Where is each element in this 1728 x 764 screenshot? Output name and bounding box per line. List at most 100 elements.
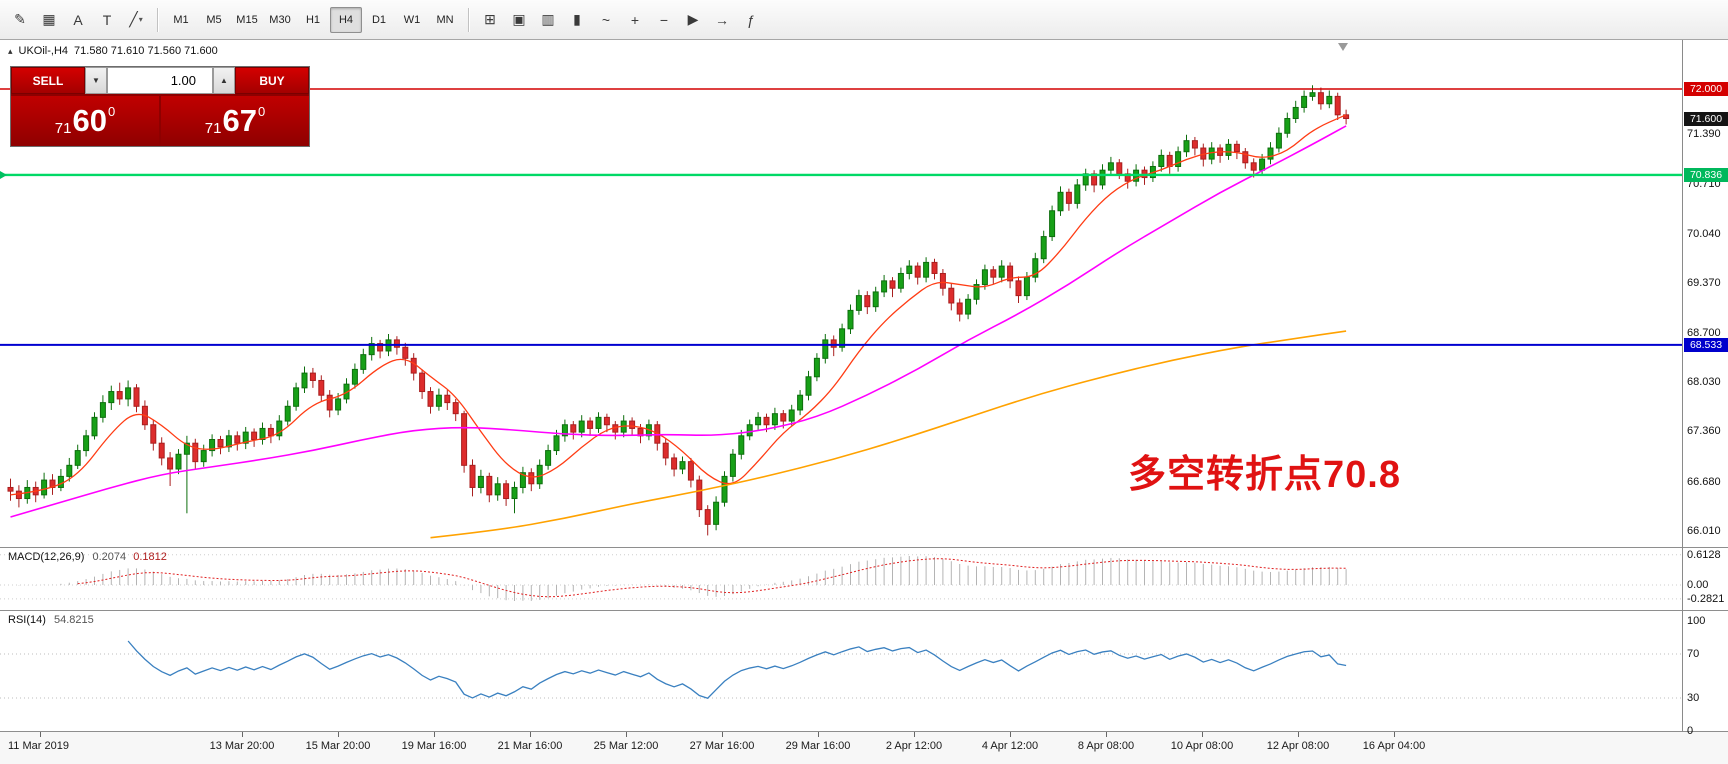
dropdown-caret-icon: ▾ xyxy=(138,15,143,24)
quote-collapse-icon[interactable]: ▴ xyxy=(8,45,13,56)
chart-quote-values: 71.580 71.610 71.560 71.600 xyxy=(74,45,218,57)
time-axis-label: 15 Mar 20:00 xyxy=(305,740,371,752)
drawing-tools-group: ✎ ▦ A T ╱ ▾ xyxy=(6,6,150,34)
timeframe-button-H4[interactable]: H4 xyxy=(330,6,362,33)
auto-scroll-button[interactable]: ▶ xyxy=(679,6,707,34)
macd-label: MACD(12,26,9) xyxy=(8,551,85,563)
time-axis-tick xyxy=(1298,732,1299,737)
timeframe-group: M1 M5 M15 M30 H1 H4 D1 W1 MN xyxy=(165,6,461,33)
toolbar-separator xyxy=(468,7,469,32)
macd-chart xyxy=(0,554,1682,602)
lot-size-input[interactable]: 1.00 xyxy=(107,67,213,94)
price-axis-label: 70.040 xyxy=(1687,227,1721,240)
sell-button[interactable]: SELL xyxy=(11,67,85,94)
time-axis-tick xyxy=(1394,732,1395,737)
time-axis-label: 16 Apr 04:00 xyxy=(1362,740,1426,752)
chevron-up-icon: ▲ xyxy=(220,76,228,85)
indicators-icon: ƒ xyxy=(747,11,755,28)
hline-price-badge: 70.836 xyxy=(1684,167,1728,182)
chevron-down-icon: ▼ xyxy=(92,76,100,85)
timeframe-button-M5[interactable]: M5 xyxy=(206,13,222,26)
timeframe-button-W1[interactable]: W1 xyxy=(403,13,421,26)
auto-scroll-icon: ▶ xyxy=(687,11,699,27)
time-axis-tick xyxy=(434,732,435,737)
annotation-text: 多空转折点70.8 xyxy=(1128,454,1401,496)
price-axis-label: 30 xyxy=(1687,692,1700,704)
timeframe-button-M15[interactable]: M15 xyxy=(236,13,258,26)
timeframe-button-H1[interactable]: H1 xyxy=(305,13,321,26)
macd-signal-value: 0.1812 xyxy=(133,551,167,563)
rsi-chart xyxy=(0,640,1682,699)
rsi-value: 54.8215 xyxy=(53,614,94,626)
buy-price-whole: 71 xyxy=(204,120,222,137)
line-chart-button[interactable]: ~ xyxy=(592,6,620,34)
new-order-button[interactable]: ⊞ xyxy=(476,6,504,34)
time-axis-tick xyxy=(626,732,627,737)
templates-button[interactable]: ▦ xyxy=(35,6,63,34)
lot-increase-button[interactable]: ▲ xyxy=(213,67,235,94)
lot-decrease-button[interactable]: ▼ xyxy=(85,67,107,94)
ma-slow-line xyxy=(430,330,1347,539)
time-axis-label: 8 Apr 08:00 xyxy=(1077,740,1135,752)
chart-shift-marker-icon[interactable] xyxy=(1338,43,1348,51)
bar-chart-button[interactable]: ▥ xyxy=(534,6,562,34)
chart-symbol-label: UKOil-,H4 xyxy=(18,45,69,57)
time-axis-label: 29 Mar 16:00 xyxy=(785,740,851,752)
hline-edge-marker-icon xyxy=(0,170,7,179)
timeframe-button-MN[interactable]: MN xyxy=(436,13,454,26)
sell-price-big: 60 xyxy=(72,103,107,138)
chart-edit-button[interactable]: ✎ xyxy=(6,6,34,34)
time-axis-tick xyxy=(818,732,819,737)
macd-signal-line xyxy=(77,558,1347,598)
text-annotation-button[interactable]: A xyxy=(64,6,92,34)
candlestick-chart-button[interactable]: ▮ xyxy=(563,6,591,34)
timeframe-button-M30[interactable]: M30 xyxy=(269,13,291,26)
time-axis-tick xyxy=(338,732,339,737)
buy-button[interactable]: BUY xyxy=(235,67,309,94)
line-chart-icon: ~ xyxy=(601,11,611,28)
textbox-icon: T xyxy=(102,11,112,28)
price-axis[interactable]: 71.390 70.710 70.040 69.370 68.700 68.030 67.3… xyxy=(1682,40,1728,737)
time-axis-label: 21 Mar 16:00 xyxy=(497,740,563,752)
draw-tools-button[interactable]: ╱ ▾ xyxy=(122,6,150,34)
zoom-in-icon: + xyxy=(630,11,640,28)
price-axis-label: 70 xyxy=(1687,648,1700,660)
time-axis-tick xyxy=(1202,732,1203,737)
price-axis-label: 69.370 xyxy=(1687,277,1721,290)
time-axis-label: 19 Mar 16:00 xyxy=(401,740,467,752)
macd-title: MACD(12,26,9) 0.2074 0.1812 xyxy=(8,551,167,563)
timeframe-button-M1[interactable]: M1 xyxy=(173,13,189,26)
chart-edit-icon: ✎ xyxy=(14,11,26,27)
rsi-label: RSI(14) xyxy=(8,614,46,626)
candlestick-chart[interactable] xyxy=(0,40,1682,547)
candlestick-chart-icon: ▮ xyxy=(573,11,581,27)
zoom-out-button[interactable]: − xyxy=(650,6,678,34)
time-axis[interactable]: 11 Mar 2019 13 Mar 20:00 15 Mar 20:00 19 Ma… xyxy=(0,732,1728,764)
price-axis-label: 71.390 xyxy=(1687,128,1721,140)
rsi-line xyxy=(127,640,1347,699)
macd-panel: MACD(12,26,9) 0.2074 0.1812 xyxy=(0,548,1728,611)
chart-shift-button[interactable]: → xyxy=(708,6,736,34)
textbox-button[interactable]: T xyxy=(93,6,121,34)
chart-shift-icon: → xyxy=(715,11,729,28)
price-axis-label: 67.360 xyxy=(1687,425,1721,438)
zoom-in-button[interactable]: + xyxy=(621,6,649,34)
time-axis-tick xyxy=(242,732,243,737)
bar-chart-icon: ▥ xyxy=(541,11,555,27)
time-axis-label: 4 Apr 12:00 xyxy=(981,740,1039,752)
time-axis-tick xyxy=(40,732,41,737)
chart-window-button[interactable]: ▣ xyxy=(505,6,533,34)
time-axis-tick xyxy=(1106,732,1107,737)
timeframe-button-D1[interactable]: D1 xyxy=(371,13,387,26)
time-axis-label: 27 Mar 16:00 xyxy=(689,740,755,752)
price-axis-label: 68.030 xyxy=(1687,375,1721,388)
price-axis-label: 100 xyxy=(1687,615,1706,627)
buy-price-display[interactable]: 71 67 0 xyxy=(161,96,309,146)
draw-tools-icon: ╱ xyxy=(129,11,138,27)
time-axis-label: 12 Apr 08:00 xyxy=(1266,740,1330,752)
sell-price-display[interactable]: 71 60 0 xyxy=(11,96,159,146)
main-chart-panel[interactable]: ▴ UKOil-,H4 71.580 71.610 71.560 71.600 … xyxy=(0,40,1728,548)
ma-mid-line xyxy=(10,125,1347,518)
time-axis-label: 2 Apr 12:00 xyxy=(885,740,943,752)
indicators-button[interactable]: ƒ xyxy=(737,6,765,34)
